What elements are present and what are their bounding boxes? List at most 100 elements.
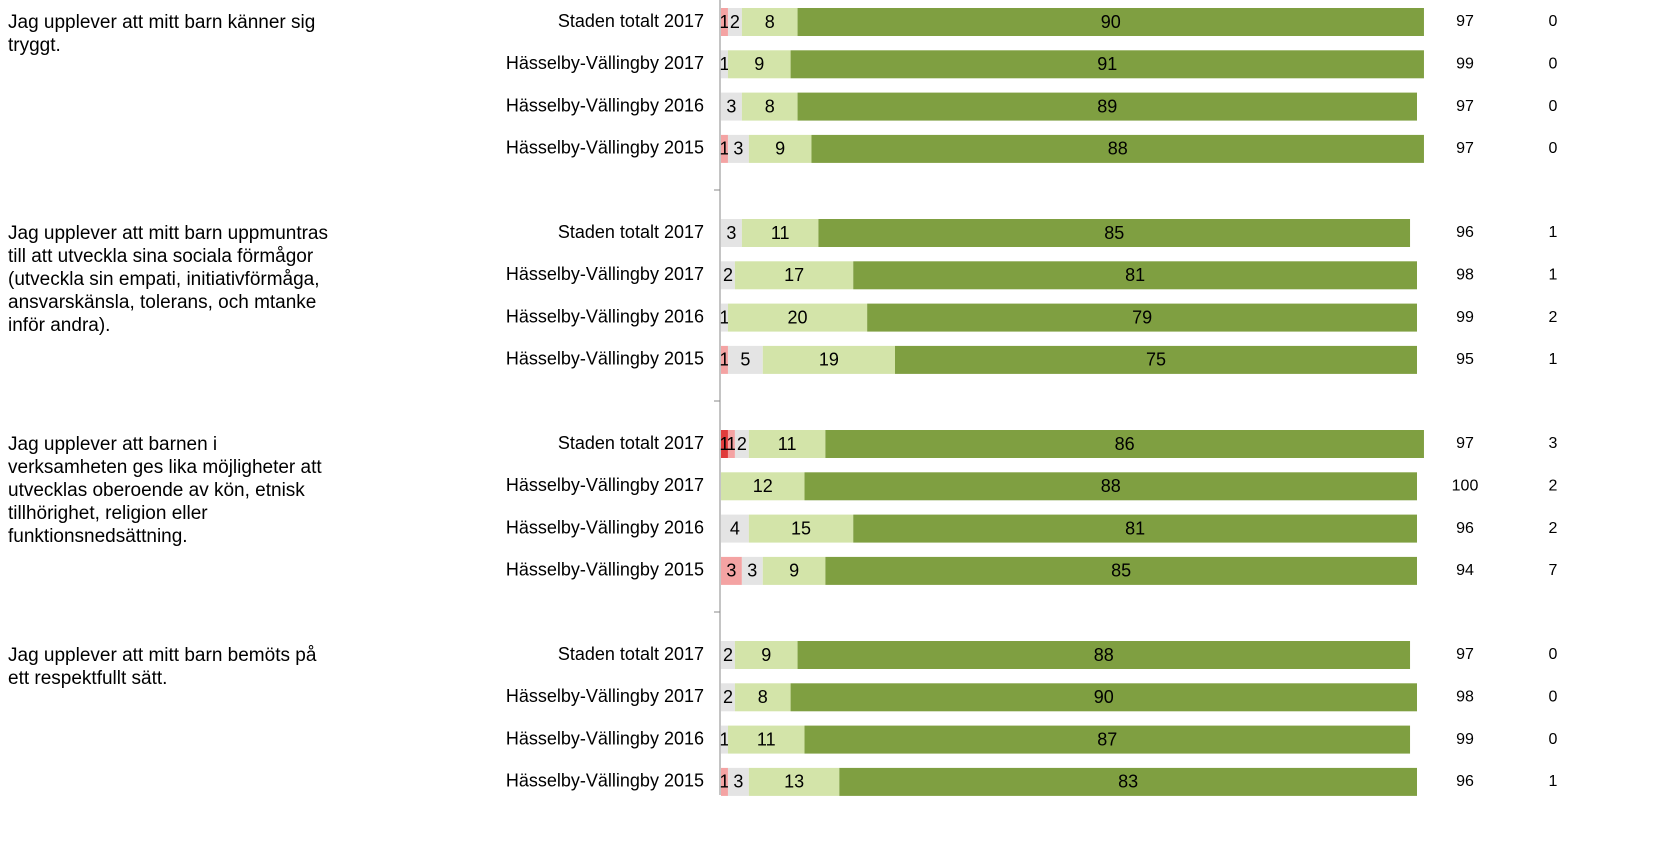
- positive-value: 98: [1456, 267, 1474, 284]
- bar-segment: [721, 92, 742, 121]
- bar-segment: [721, 641, 735, 669]
- segment-label: 3: [726, 223, 736, 243]
- category-label: Staden totalt 2017: [558, 433, 704, 453]
- bar-segment: [748, 430, 826, 458]
- segment-label: 8: [765, 96, 775, 116]
- bar-segment: [721, 8, 728, 36]
- question-text: Jag upplever att barnen i: [8, 434, 217, 455]
- unknown-value: 0: [1549, 140, 1558, 157]
- question-text: funktionsnedsättning.: [8, 526, 188, 547]
- unknown-value: 1: [1549, 773, 1558, 790]
- category-label: Hässelby-Vällingby 2016: [506, 517, 704, 537]
- question-text: tillhörighet, religion eller: [8, 503, 208, 524]
- unknown-value: 0: [1549, 56, 1558, 73]
- unknown-value: 7: [1549, 562, 1558, 579]
- segment-label: 9: [754, 54, 764, 74]
- bar-segment: [727, 725, 805, 754]
- segment-label: 90: [1101, 12, 1121, 32]
- category-label: Hässelby-Vällingby 2017: [506, 53, 704, 73]
- bar-segment: [804, 472, 1417, 501]
- unknown-value: 1: [1549, 351, 1558, 368]
- bar-segment: [797, 641, 1411, 669]
- bar-segment: [721, 50, 728, 79]
- segment-label: 2: [723, 645, 733, 665]
- segment-label: 17: [784, 265, 804, 285]
- segment-label: 5: [740, 350, 750, 370]
- positive-value: 99: [1456, 309, 1474, 326]
- bar-segment: [797, 8, 1424, 36]
- question-text: inför andra).: [8, 315, 110, 336]
- category-label: Hässelby-Vällingby 2015: [506, 349, 704, 369]
- segment-label: 1: [719, 54, 729, 74]
- question-text: Jag upplever att mitt barn bemöts på: [8, 645, 317, 666]
- positive-value: 97: [1456, 140, 1474, 157]
- segment-label: 75: [1146, 350, 1166, 370]
- category-label: Hässelby-Vällingby 2016: [506, 95, 704, 115]
- bar-segment: [748, 134, 812, 163]
- segment-label: 2: [723, 687, 733, 707]
- question-text: tryggt.: [8, 35, 61, 56]
- bar-segment: [790, 683, 1417, 712]
- segment-label: 87: [1097, 729, 1117, 749]
- category-label: Hässelby-Vällingby 2015: [506, 560, 704, 580]
- bar-segment: [762, 556, 826, 585]
- segment-label: 1: [719, 307, 729, 327]
- positive-value: 99: [1456, 56, 1474, 73]
- positive-value: 96: [1456, 773, 1474, 790]
- segment-label: 88: [1094, 645, 1114, 665]
- bar-segment: [727, 8, 742, 36]
- bar-segment: [721, 219, 742, 247]
- bar-segment: [734, 683, 791, 712]
- segment-label: 9: [775, 139, 785, 159]
- segment-label: 85: [1104, 223, 1124, 243]
- category-label: Hässelby-Vällingby 2016: [506, 306, 704, 326]
- bar-segment: [818, 219, 1411, 247]
- question-text: ett respektfullt sätt.: [8, 668, 167, 689]
- bar-segment: [721, 261, 735, 290]
- bar-segment: [721, 345, 728, 374]
- unknown-value: 2: [1549, 309, 1558, 326]
- bar-segment: [811, 134, 1424, 163]
- segment-label: 8: [758, 687, 768, 707]
- segment-label: 3: [733, 772, 743, 792]
- segment-label: 1: [719, 772, 729, 792]
- bar-segment: [721, 514, 749, 543]
- bar-segment: [734, 261, 854, 290]
- unknown-value: 2: [1549, 478, 1558, 495]
- segment-label: 85: [1111, 561, 1131, 581]
- question-text: utvecklas oberoende av kön, etnisk: [8, 480, 305, 501]
- segment-label: 89: [1097, 96, 1117, 116]
- bar-segment: [790, 50, 1424, 79]
- segment-label: 15: [791, 518, 811, 538]
- bar-segment: [895, 345, 1417, 374]
- segment-label: 20: [788, 307, 808, 327]
- bar-segment: [727, 303, 868, 332]
- segment-label: 88: [1101, 476, 1121, 496]
- bar-segment: [734, 430, 749, 458]
- segment-label: 1: [719, 434, 729, 454]
- bar-segment: [721, 725, 728, 754]
- segment-label: 1: [726, 434, 736, 454]
- segment-label: 3: [726, 96, 736, 116]
- bar-segment: [734, 641, 798, 669]
- segment-label: 81: [1125, 265, 1145, 285]
- positive-value: 96: [1456, 224, 1474, 241]
- unknown-value: 0: [1549, 689, 1558, 706]
- category-label: Staden totalt 2017: [558, 222, 704, 242]
- category-label: Hässelby-Vällingby 2016: [506, 728, 704, 748]
- segment-label: 3: [747, 561, 757, 581]
- bar-segment: [762, 345, 895, 374]
- bar-segment: [741, 8, 798, 36]
- unknown-value: 0: [1549, 13, 1558, 30]
- unknown-value: 1: [1549, 267, 1558, 284]
- question-text: Jag upplever att mitt barn uppmuntras: [8, 223, 328, 244]
- unknown-value: 2: [1549, 520, 1558, 537]
- bar-segment: [748, 514, 854, 543]
- bar-segment: [741, 92, 798, 121]
- unknown-value: 0: [1549, 731, 1558, 748]
- segment-label: 11: [771, 223, 790, 243]
- segment-label: 12: [753, 476, 773, 496]
- segment-label: 11: [757, 729, 776, 749]
- bar-segment: [825, 430, 1424, 458]
- bar-segment: [721, 134, 728, 163]
